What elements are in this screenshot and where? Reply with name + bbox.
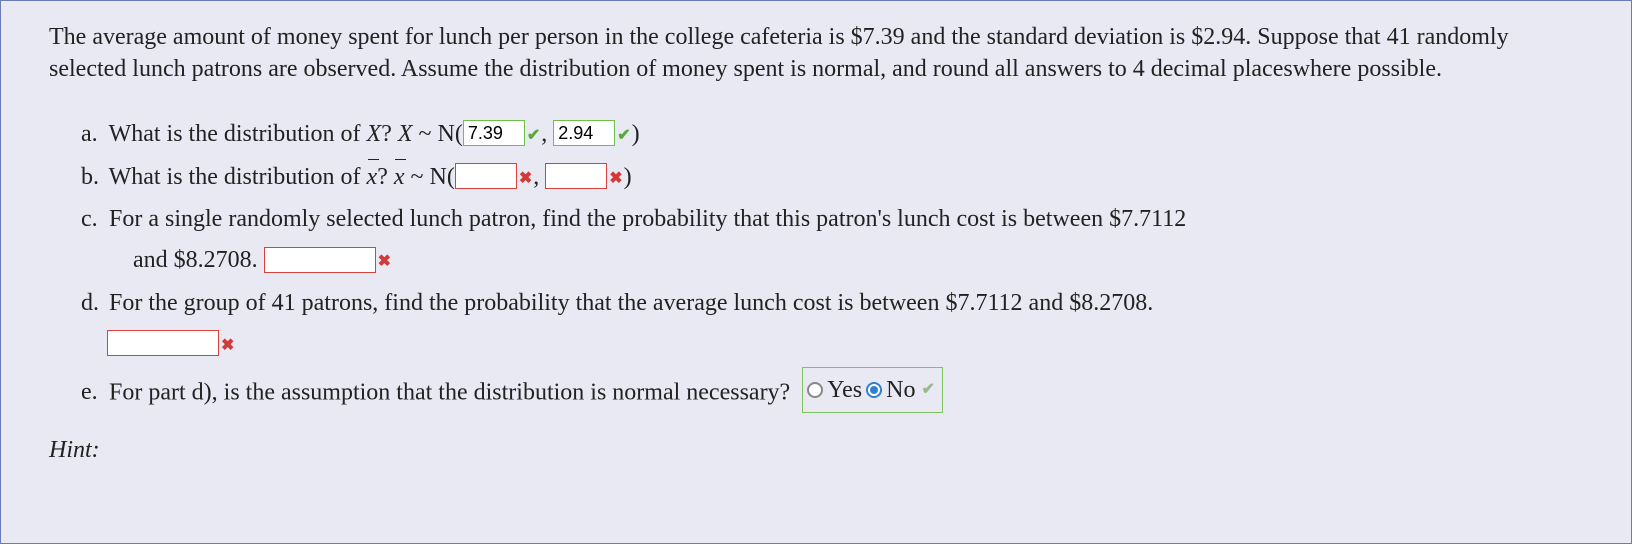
- part-a: a. What is the distribution of X? X ~ N(…: [81, 114, 1591, 155]
- part-b-label: b.: [81, 157, 103, 198]
- question-panel: The average amount of money spent for lu…: [0, 0, 1632, 544]
- radio-yes[interactable]: [807, 382, 823, 398]
- part-c-line1: For a single randomly selected lunch pat…: [109, 206, 1186, 232]
- part-b: b. What is the distribution of x? x ~ N(…: [81, 157, 1591, 198]
- close-a: ): [632, 121, 640, 147]
- expr-xbar: x: [394, 157, 405, 198]
- part-b-pre: What is the distribution of: [109, 164, 367, 190]
- radio-no[interactable]: [866, 382, 882, 398]
- part-a-pre: What is the distribution of: [109, 121, 367, 147]
- part-d: d. For the group of 41 patrons, find the…: [81, 283, 1591, 365]
- part-e: e. For part d), is the assumption that t…: [81, 367, 1591, 414]
- part-c-label: c.: [81, 199, 103, 240]
- radio-yes-label: Yes: [827, 370, 862, 411]
- intro-text: The average amount of money spent for lu…: [49, 21, 1591, 86]
- part-b-post1: ?: [377, 164, 394, 190]
- check-icon: ✔: [527, 122, 540, 149]
- input-a-mean[interactable]: [463, 120, 525, 146]
- check-icon: ✔: [617, 122, 630, 149]
- cross-icon: ✖: [378, 248, 391, 275]
- part-e-label: e.: [81, 372, 103, 413]
- part-c-line2: and $8.2708.: [133, 247, 264, 273]
- sep-a: ,: [541, 121, 553, 147]
- expr-X: X: [398, 121, 413, 147]
- part-a-label: a.: [81, 114, 103, 155]
- question-list: a. What is the distribution of X? X ~ N(…: [49, 114, 1591, 414]
- part-a-post1: ?: [381, 121, 398, 147]
- radio-no-label: No: [886, 370, 915, 411]
- part-e-text: For part d), is the assumption that the …: [109, 379, 790, 405]
- tilde-a: ~ N(: [413, 121, 463, 147]
- sep-b: ,: [533, 164, 545, 190]
- cross-icon: ✖: [519, 165, 532, 192]
- input-b-sd[interactable]: [545, 163, 607, 189]
- part-c: c. For a single randomly selected lunch …: [81, 199, 1591, 281]
- radio-group-normal: Yes No✔: [802, 367, 943, 414]
- part-d-text: For the group of 41 patrons, find the pr…: [109, 290, 1153, 316]
- input-a-sd[interactable]: [553, 120, 615, 146]
- close-b: ): [624, 164, 632, 190]
- cross-icon: ✖: [221, 332, 234, 359]
- cross-icon: ✖: [609, 165, 622, 192]
- check-icon: ✔: [921, 376, 934, 403]
- hint-label: Hint:: [49, 437, 1591, 464]
- input-b-mean[interactable]: [455, 163, 517, 189]
- part-d-label: d.: [81, 283, 103, 324]
- var-X: X: [367, 121, 382, 147]
- var-xbar: x: [367, 157, 378, 198]
- input-d[interactable]: [107, 330, 219, 356]
- input-c[interactable]: [264, 247, 376, 273]
- tilde-b: ~ N(: [405, 164, 455, 190]
